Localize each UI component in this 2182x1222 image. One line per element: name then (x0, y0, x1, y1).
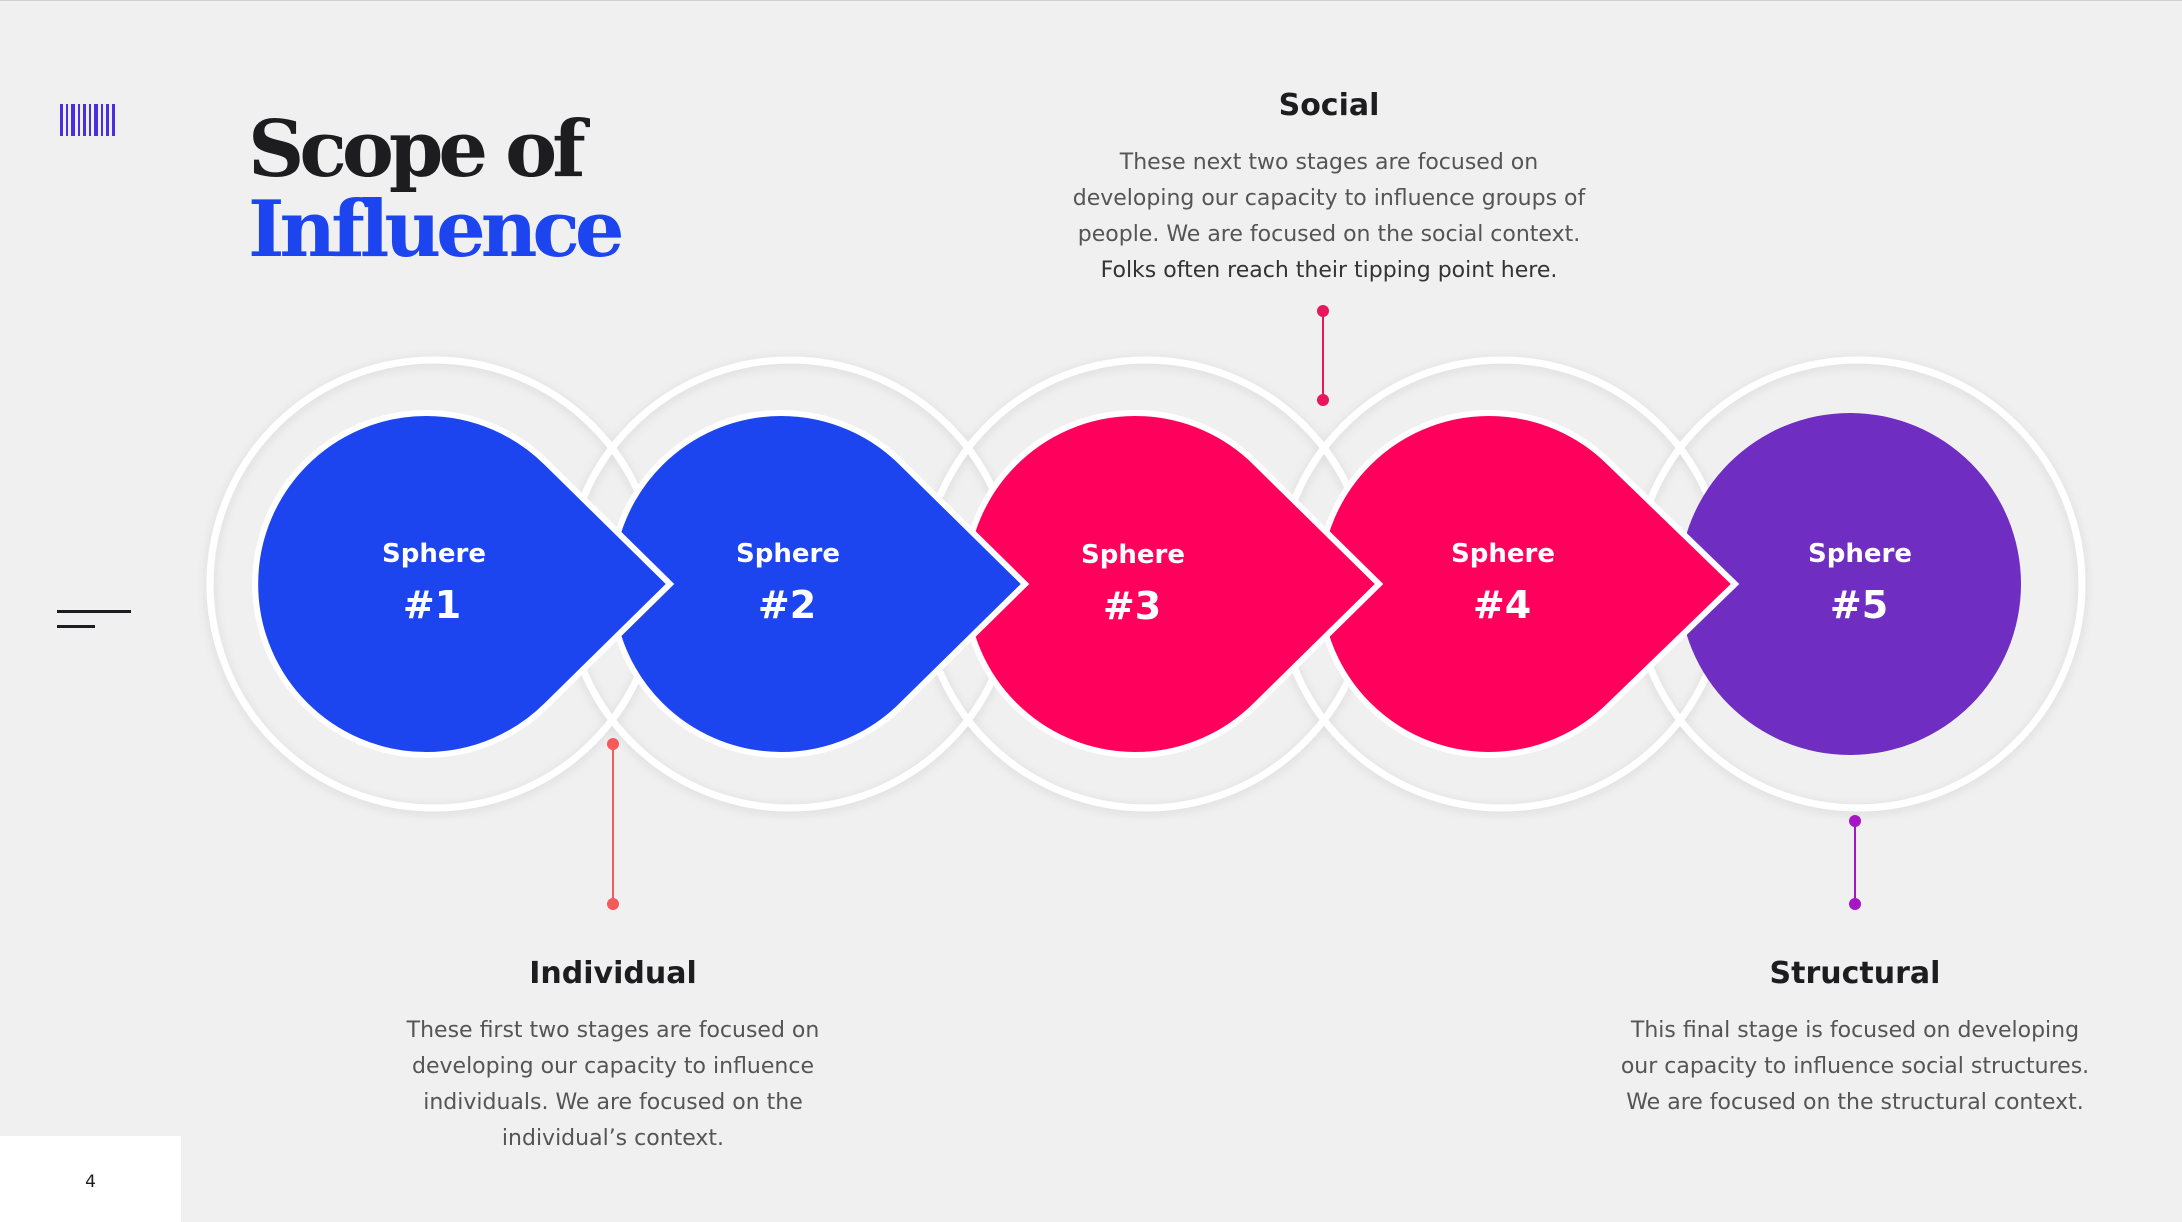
sphere-4-number: #4 (1473, 583, 1531, 627)
sphere-2-label: Sphere (736, 539, 840, 569)
sphere-1-label: Sphere (382, 539, 486, 569)
structural-description: This final stage is focused on developin… (1555, 1013, 2155, 1121)
page-number: 4 (85, 1172, 96, 1192)
social-line-3: people. We are focused on the social con… (1077, 222, 1581, 247)
connector-structural (1849, 815, 1861, 910)
social-line-1: These next two stages are focused on (1119, 150, 1539, 175)
sphere-5-shape (1679, 413, 2021, 755)
individual-line-1: These first two stages are focused on (406, 1018, 820, 1043)
individual-line-4: individual’s context. (501, 1126, 725, 1151)
structural-block: Structural This final stage is focused o… (1555, 956, 2155, 1121)
individual-description: These first two stages are focused on de… (313, 1013, 913, 1157)
sphere-5-number: #5 (1830, 583, 1888, 627)
individual-heading: Individual (529, 956, 697, 991)
individual-block: Individual These first two stages are fo… (313, 956, 913, 1157)
sphere-1 (252, 410, 675, 758)
social-line-4: Folks often reach their tipping point he… (1100, 258, 1558, 283)
social-line-2: developing our capacity to influence gro… (1072, 186, 1586, 211)
menu-lines-icon (57, 610, 131, 628)
page-number-box (0, 1136, 181, 1222)
sphere-2-number: #2 (758, 583, 816, 627)
sphere-3-label: Sphere (1081, 540, 1185, 570)
page-title: Scope of Influence (248, 104, 625, 275)
title-line-2: Influence (248, 184, 625, 275)
title-line-1: Scope of (248, 104, 586, 195)
top-border (0, 0, 2182, 1)
barcode-icon (60, 104, 115, 136)
sphere-1-shape (252, 410, 675, 758)
sphere-1-number: #1 (403, 583, 461, 627)
sphere-5-label: Sphere (1808, 539, 1912, 569)
structural-line-2: our capacity to influence social structu… (1620, 1054, 2090, 1079)
connector-individual (607, 738, 619, 910)
structural-line-3: We are focused on the structural context… (1626, 1090, 2084, 1115)
sphere-4-label: Sphere (1451, 539, 1555, 569)
social-description: These next two stages are focused on dev… (1029, 145, 1629, 289)
structural-line-1: This final stage is focused on developin… (1630, 1018, 2080, 1043)
structural-heading: Structural (1769, 956, 1941, 991)
individual-line-3: individuals. We are focused on the (423, 1090, 803, 1115)
social-block: Social These next two stages are focused… (1029, 88, 1629, 289)
social-heading: Social (1278, 88, 1380, 123)
individual-line-2: developing our capacity to influence (412, 1054, 814, 1079)
sphere-5 (1679, 413, 2021, 755)
connector-social (1317, 305, 1329, 406)
sphere-3-number: #3 (1103, 584, 1161, 628)
